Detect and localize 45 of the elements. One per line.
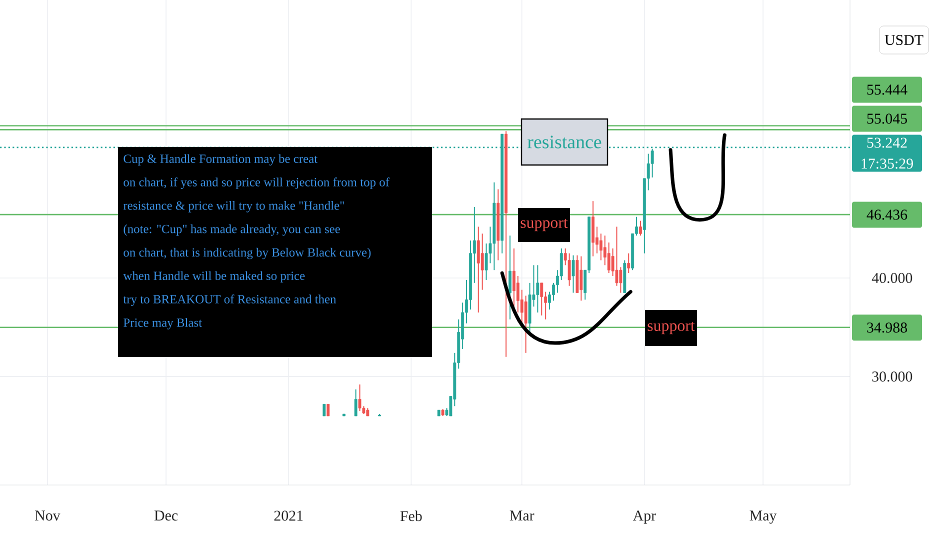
candlestick [627, 252, 630, 274]
candlestick [639, 220, 642, 236]
candlestick [599, 233, 602, 261]
annotation: support [520, 218, 568, 232]
candlestick [619, 266, 622, 294]
candlestick [572, 254, 575, 294]
annotation: support [648, 322, 695, 334]
candlestick [322, 404, 326, 416]
ref-line-label: 55.444 [867, 84, 908, 95]
candlestick [536, 264, 540, 313]
x-tick-label: Mar [510, 510, 534, 521]
x-tick-label: Dec [154, 510, 178, 521]
candlestick [476, 226, 480, 313]
y-axis-title: USDT [884, 34, 924, 46]
candlestick [326, 404, 330, 416]
text: 17:35:29 [862, 158, 913, 169]
annotation: when Handle will be maked so price [123, 271, 305, 283]
annotation: Price may Blast [124, 318, 202, 330]
candlestick [607, 242, 610, 274]
annotation: resistance & price will try to make "Handle" [123, 201, 344, 212]
ref-line-label: 34.988 [867, 322, 907, 333]
x-tick-label: May [750, 510, 777, 524]
annotation: Cup & Handle Formation may be creat [124, 154, 318, 166]
x-tick-label: 2021 [274, 510, 303, 521]
annotation: resistance [528, 136, 602, 148]
candlestick [615, 226, 618, 286]
annotation: on chart, if yes and so price will rejection from top of [124, 177, 390, 189]
candlestick [354, 388, 358, 416]
annotation: on chart, that is indicating by Below Black curve) [124, 248, 371, 260]
ref-line-label: 53.242 [867, 138, 907, 148]
candlestick [508, 235, 512, 320]
ref-line-label: 55.045 [867, 114, 907, 124]
candlestick [512, 248, 516, 308]
annotation: try to BREAKOUT of Resistance and then [123, 294, 336, 306]
annotation: (note: "Cup" has made already, you can see [124, 224, 340, 236]
x-tick-label: Feb [400, 510, 422, 522]
candlestick [358, 384, 362, 412]
candlestick [568, 252, 571, 286]
candlestick [580, 256, 583, 302]
y-tick-label: 30.000 [872, 371, 912, 382]
y-tick-label: 40.000 [872, 272, 912, 284]
x-tick-label: Apr [632, 510, 656, 524]
ref-line-label: 46.436 [866, 210, 908, 220]
x-tick-label: Nov [35, 510, 60, 521]
candlestick [540, 282, 544, 316]
